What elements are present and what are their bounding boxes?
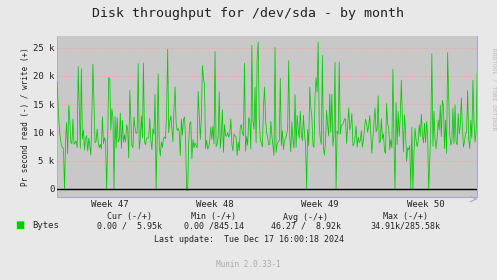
Text: Avg (-/+): Avg (-/+) [283,213,328,221]
Text: Min (-/+): Min (-/+) [191,213,236,221]
Text: 34.91k/285.58k: 34.91k/285.58k [370,221,440,230]
Text: RRDTOOL / TOBI OETIKER: RRDTOOL / TOBI OETIKER [491,48,496,131]
Text: Munin 2.0.33-1: Munin 2.0.33-1 [216,260,281,269]
Text: 0.00 /845.14: 0.00 /845.14 [184,221,244,230]
Text: Cur (-/+): Cur (-/+) [107,213,152,221]
Text: 46.27 /  8.92k: 46.27 / 8.92k [271,221,340,230]
Text: Max (-/+): Max (-/+) [383,213,427,221]
Text: Last update:  Tue Dec 17 16:00:18 2024: Last update: Tue Dec 17 16:00:18 2024 [154,235,343,244]
Text: Bytes: Bytes [32,221,59,230]
Y-axis label: Pr second read (-) / write (+): Pr second read (-) / write (+) [21,48,30,186]
Text: ■: ■ [15,220,24,230]
Text: 0.00 /  5.95k: 0.00 / 5.95k [97,221,162,230]
Text: Disk throughput for /dev/sda - by month: Disk throughput for /dev/sda - by month [92,7,405,20]
